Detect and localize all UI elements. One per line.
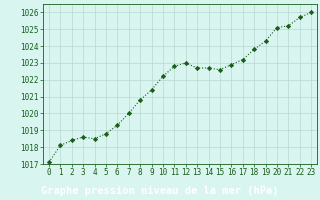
Text: Graphe pression niveau de la mer (hPa): Graphe pression niveau de la mer (hPa) [41, 186, 279, 196]
